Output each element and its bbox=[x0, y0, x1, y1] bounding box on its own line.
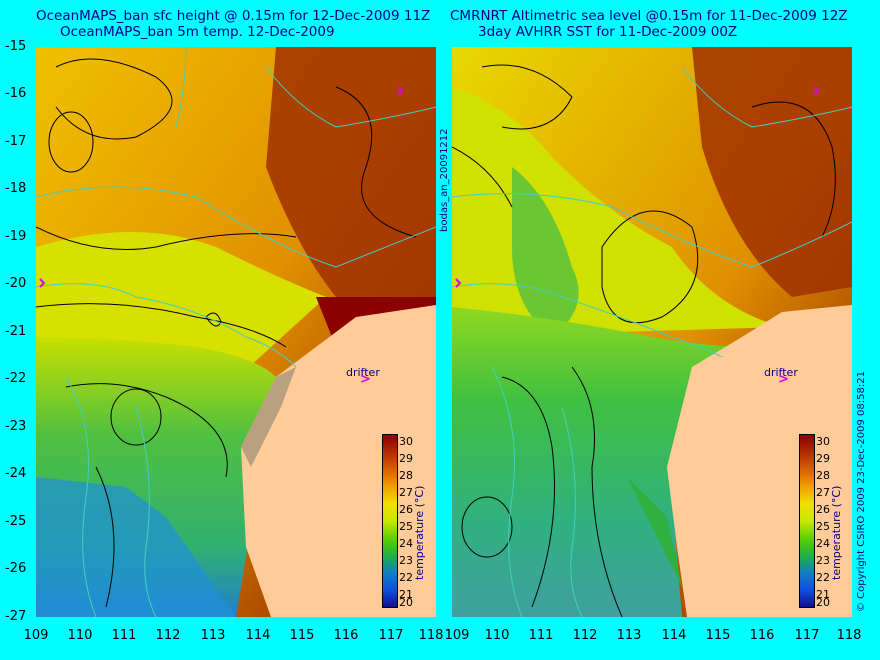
x-tick: 114 bbox=[661, 628, 687, 643]
y-tick: -15 bbox=[5, 39, 27, 54]
left-drifter-label: drifter bbox=[346, 366, 380, 379]
colorbar-tick: 30 bbox=[399, 435, 413, 448]
colorbar-tick: 29 bbox=[816, 452, 830, 465]
y-tick: -19 bbox=[5, 229, 27, 244]
x-tick: 110 bbox=[484, 628, 510, 643]
x-tick: 117 bbox=[794, 628, 820, 643]
left-colorbar-gradient bbox=[383, 435, 397, 607]
right-drifter-icon[interactable]: > bbox=[778, 372, 789, 387]
colorbar-tick: 27 bbox=[399, 486, 413, 499]
left-map-panel[interactable] bbox=[36, 47, 436, 617]
left-title-line1: OceanMAPS_ban sfc height @ 0.15m for 12-… bbox=[36, 8, 431, 24]
colorbar-tick: 26 bbox=[816, 503, 830, 516]
colorbar-tick: 28 bbox=[399, 469, 413, 482]
x-tick: 112 bbox=[572, 628, 598, 643]
right-title-line1: CMRNRT Altimetric sea level @0.15m for 1… bbox=[450, 8, 848, 24]
x-tick: 117 bbox=[378, 628, 404, 643]
x-tick: 118 bbox=[418, 628, 444, 643]
right-colorbar bbox=[799, 434, 815, 608]
y-tick: -26 bbox=[5, 561, 27, 576]
colorbar-tick: 28 bbox=[816, 469, 830, 482]
left-drifter-icon[interactable]: > bbox=[360, 372, 371, 387]
colorbar-tick: 27 bbox=[816, 486, 830, 499]
y-tick: -20 bbox=[5, 276, 27, 291]
right-title-line2: 3day AVHRR SST for 11-Dec-2009 00Z bbox=[478, 24, 738, 40]
colorbar-tick: 24 bbox=[816, 537, 830, 550]
right-colorbar-gradient bbox=[800, 435, 814, 607]
left-map-image bbox=[36, 47, 436, 617]
right-map-image bbox=[452, 47, 852, 617]
y-tick: -16 bbox=[5, 86, 27, 101]
x-tick: 114 bbox=[245, 628, 271, 643]
y-tick: -22 bbox=[5, 371, 27, 386]
y-tick: -25 bbox=[5, 514, 27, 529]
colorbar-tick: 21 bbox=[816, 588, 830, 601]
x-tick: 110 bbox=[67, 628, 93, 643]
colorbar-tick: 25 bbox=[399, 520, 413, 533]
colorbar-tick: 23 bbox=[816, 554, 830, 567]
right-colorbar-title: temperature (°C) bbox=[830, 485, 843, 580]
left-colorbar bbox=[382, 434, 398, 608]
colorbar-tick: 29 bbox=[399, 452, 413, 465]
colorbar-tick: 20 bbox=[399, 596, 413, 609]
y-tick: -17 bbox=[5, 134, 27, 149]
x-tick: 113 bbox=[200, 628, 226, 643]
colorbar-tick: 21 bbox=[399, 588, 413, 601]
colorbar-tick: 24 bbox=[399, 537, 413, 550]
colorbar-tick: 22 bbox=[816, 571, 830, 584]
x-tick: 118 bbox=[836, 628, 862, 643]
y-tick: -24 bbox=[5, 466, 27, 481]
colorbar-tick: 25 bbox=[816, 520, 830, 533]
run-id-label: bodas_an_20091212 bbox=[439, 128, 450, 232]
x-tick: 113 bbox=[616, 628, 642, 643]
right-drifter-label: drifter bbox=[764, 366, 798, 379]
x-tick: 116 bbox=[749, 628, 775, 643]
right-map-panel[interactable] bbox=[452, 47, 852, 617]
y-tick: -23 bbox=[5, 419, 27, 434]
colorbar-tick: 30 bbox=[816, 435, 830, 448]
left-colorbar-title: temperature (°C) bbox=[413, 485, 426, 580]
colorbar-tick: 26 bbox=[399, 503, 413, 516]
colorbar-tick: 20 bbox=[816, 596, 830, 609]
x-tick: 109 bbox=[23, 628, 49, 643]
colorbar-tick: 22 bbox=[399, 571, 413, 584]
x-tick: 116 bbox=[333, 628, 359, 643]
left-title-line2: OceanMAPS_ban 5m temp. 12-Dec-2009 bbox=[60, 24, 335, 40]
x-tick: 112 bbox=[155, 628, 181, 643]
x-tick: 111 bbox=[111, 628, 137, 643]
copyright-label: © Copyright CSIRO 2009 23-Dec-2009 08:58… bbox=[856, 371, 867, 612]
x-tick: 115 bbox=[705, 628, 731, 643]
colorbar-tick: 23 bbox=[399, 554, 413, 567]
y-tick: -21 bbox=[5, 324, 27, 339]
x-tick: 115 bbox=[289, 628, 315, 643]
x-tick: 109 bbox=[444, 628, 470, 643]
x-tick: 111 bbox=[528, 628, 554, 643]
y-tick: -18 bbox=[5, 181, 27, 196]
y-tick: -27 bbox=[5, 609, 27, 624]
